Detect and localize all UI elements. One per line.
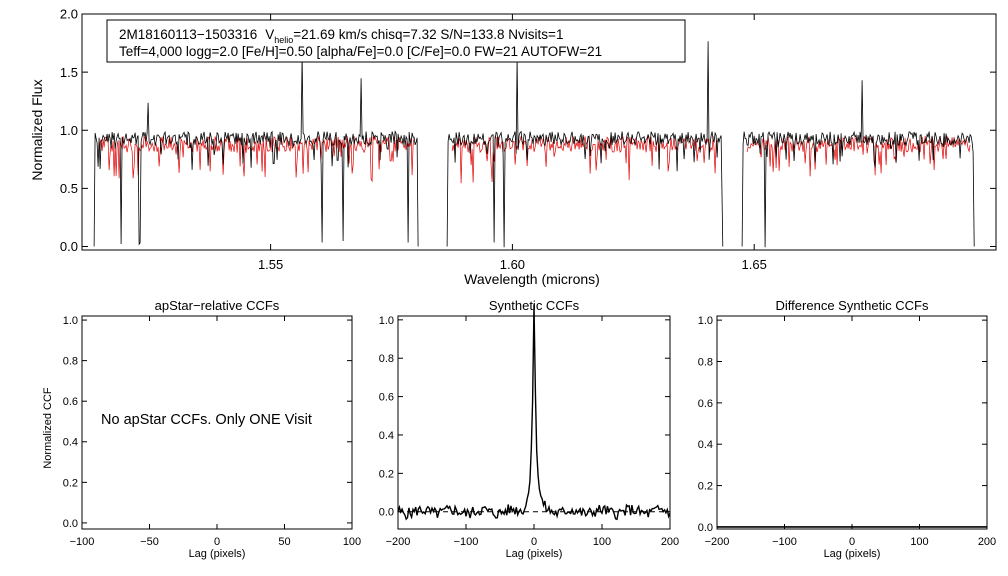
y-tick-label: 0.2 — [63, 477, 78, 489]
y-tick-label: 0.5 — [60, 181, 78, 196]
y-tick-label: 1.0 — [63, 315, 78, 327]
spectrum-panel: 1.55 1.60 1.65 0.0 0.5 1.0 1.5 2.0 Wavelength … — [29, 7, 997, 287]
y-tick-label: 2.0 — [60, 7, 78, 22]
v-helio-label: V — [265, 27, 274, 42]
x-tick-label: 100 — [910, 536, 928, 548]
synthetic-ccf-y-ticks: 0.0 0.2 0.4 0.6 0.8 1.0 — [379, 315, 670, 519]
observed-spectrum-line — [93, 41, 975, 248]
difference-ccf-x-label: Lag (pixels) — [824, 548, 881, 560]
x-tick-label: 0 — [531, 536, 537, 548]
synthetic-spectrum-line — [98, 135, 971, 184]
y-tick-label: 0.4 — [379, 430, 394, 442]
x-tick-label: −50 — [140, 536, 159, 548]
synthetic-ccf-title: Synthetic CCFs — [489, 298, 580, 313]
y-tick-label: 1.0 — [379, 315, 394, 327]
y-tick-label: 0.0 — [379, 507, 394, 519]
difference-ccf-x-ticks: −200 −100 0 100 200 — [705, 316, 996, 548]
y-tick-label: 0.6 — [698, 398, 713, 410]
x-tick-label: 0 — [214, 536, 220, 548]
x-tick-label: 0 — [849, 536, 855, 548]
fit-stats: =21.69 km/s chisq=7.32 S/N=133.8 Nvisits… — [293, 27, 563, 42]
x-tick-label: −100 — [454, 536, 479, 548]
synthetic-ccf-x-label: Lag (pixels) — [506, 548, 563, 560]
x-tick-label: 1.65 — [742, 257, 767, 272]
annotation-line-2: Teff=4,000 logg=2.0 [Fe/H]=0.50 [alpha/F… — [119, 44, 602, 59]
apstar-ccf-y-label: Normalized CCF — [42, 387, 54, 469]
apstar-ccf-title: apStar−relative CCFs — [155, 298, 280, 313]
x-tick-label: −100 — [772, 536, 797, 548]
x-tick-label: −200 — [705, 536, 730, 548]
synthetic-ccf-x-ticks: −200 −100 0 100 200 — [386, 316, 679, 548]
difference-ccf-y-ticks: 0.0 0.2 0.4 0.6 0.8 1.0 — [698, 315, 987, 534]
apstar-ccf-panel: −100 −50 0 50 100 0.0 0.2 0.4 0.6 0.8 1.0 apStar−… — [42, 298, 361, 560]
spectrum-x-label: Wavelength (microns) — [464, 271, 600, 287]
y-tick-label: 0.2 — [379, 468, 394, 480]
apstar-ccf-x-ticks: −100 −50 0 50 100 — [70, 316, 361, 548]
y-tick-label: 0.0 — [60, 239, 78, 254]
difference-ccf-panel: −200 −100 0 100 200 0.0 0.2 0.4 0.6 0.8 1.0 Diffe… — [698, 298, 996, 560]
annotation-box: 2M18160113−1503316 Vhelio=21.69 km/s chis… — [106, 19, 686, 63]
apstar-ccf-x-label: Lag (pixels) — [189, 548, 246, 560]
x-tick-label: −100 — [70, 536, 95, 548]
y-tick-label: 0.0 — [63, 518, 78, 530]
x-tick-label: 1.55 — [258, 257, 283, 272]
x-tick-label: 200 — [661, 536, 679, 548]
star-id: 2M18160113−1503316 — [119, 27, 257, 42]
synthetic-ccf-panel: −200 −100 0 100 200 0.0 0.2 0.4 0.6 0.8 1.0 Synth… — [379, 298, 679, 560]
y-tick-label: 1.0 — [698, 315, 713, 327]
v-helio-subscript: helio — [274, 35, 293, 45]
y-tick-label: 1.5 — [60, 65, 78, 80]
spectrum-plot-area — [93, 41, 975, 248]
x-tick-label: −200 — [386, 536, 411, 548]
synthetic-ccf-line — [397, 304, 671, 521]
spectrum-y-ticks: 0.0 0.5 1.0 1.5 2.0 — [60, 7, 996, 254]
y-tick-label: 0.8 — [63, 356, 78, 368]
difference-ccf-title: Difference Synthetic CCFs — [776, 298, 929, 313]
y-tick-label: 0.0 — [698, 522, 713, 534]
spectrum-y-label: Normalized Flux — [29, 79, 45, 180]
x-tick-label: 50 — [278, 536, 290, 548]
y-tick-label: 0.6 — [63, 396, 78, 408]
y-tick-label: 0.8 — [698, 356, 713, 368]
difference-ccf-frame — [716, 315, 988, 530]
spectrum-frame — [81, 13, 997, 251]
annotation-line-1: 2M18160113−1503316 Vhelio=21.69 km/s chis… — [119, 27, 563, 45]
y-tick-label: 0.8 — [379, 353, 394, 365]
x-tick-label: 100 — [593, 536, 611, 548]
x-tick-label: 100 — [343, 536, 361, 548]
spectrum-x-ticks: 1.55 1.60 1.65 — [258, 14, 767, 272]
y-tick-label: 0.4 — [698, 439, 713, 451]
y-tick-label: 0.2 — [698, 481, 713, 493]
y-tick-label: 0.6 — [379, 392, 394, 404]
y-tick-label: 0.4 — [63, 437, 78, 449]
y-tick-label: 1.0 — [60, 123, 78, 138]
x-tick-label: 1.60 — [500, 257, 525, 272]
no-ccf-message: No apStar CCFs. Only ONE Visit — [101, 412, 312, 428]
apstar-ccf-y-ticks: 0.0 0.2 0.4 0.6 0.8 1.0 — [63, 315, 352, 530]
x-tick-label: 200 — [978, 536, 996, 548]
